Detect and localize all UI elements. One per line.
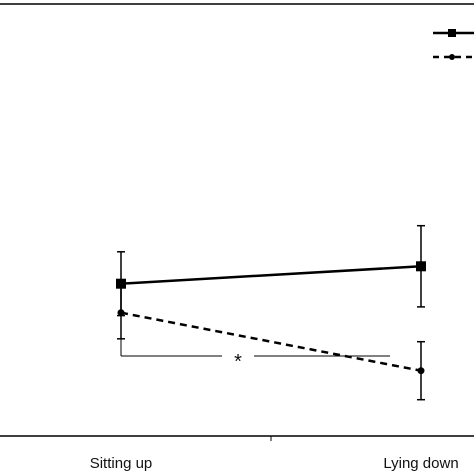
x-tick-labels: Sitting up Lying down xyxy=(90,455,459,472)
data-point-square xyxy=(416,261,426,272)
significance-label: * xyxy=(234,351,242,373)
series-line xyxy=(120,311,422,372)
error-bars xyxy=(117,224,425,401)
legend xyxy=(433,29,474,60)
data-point-circle xyxy=(117,309,125,317)
series-line xyxy=(120,265,422,285)
x-tick-label: Sitting up xyxy=(90,455,153,472)
data-point-square xyxy=(116,278,126,289)
data-point-circle xyxy=(417,367,425,375)
legend-marker-square xyxy=(448,29,456,37)
axes xyxy=(0,435,474,441)
series-lines xyxy=(120,265,422,372)
series-markers xyxy=(116,261,426,375)
x-tick-label: Lying down xyxy=(383,455,458,472)
annotations: * xyxy=(120,338,390,373)
legend-marker-circle xyxy=(449,54,455,60)
